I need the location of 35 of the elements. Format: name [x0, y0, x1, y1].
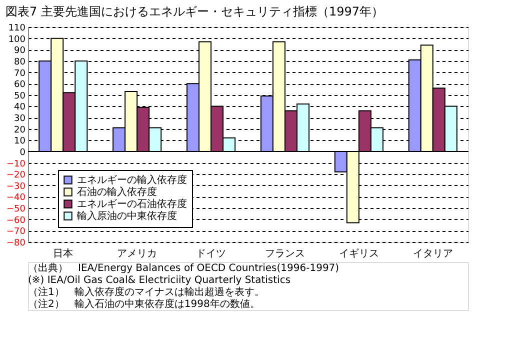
text: （出典） IEA/Energy Balances of OECD Countries(1996-1997): [28, 262, 340, 274]
x-tick-label: アメリカ: [117, 248, 158, 260]
y-tick-label: 70: [14, 68, 26, 79]
y-tick-label: −80: [6, 238, 26, 248]
y-tick-label: 20: [14, 125, 26, 136]
legend-label: 石油の輸入依存度: [77, 186, 157, 198]
y-tick-label: −20: [6, 170, 26, 181]
y-tick-label: 110: [8, 24, 26, 34]
text: （注1） 輸入依存度のマイナスは輸出超過を表す。: [28, 286, 264, 298]
y-tick-label: 40: [14, 102, 26, 113]
y-tick-label: 80: [14, 57, 26, 68]
x-tick-label: イギリス: [338, 248, 379, 260]
y-tick-label: 100: [8, 34, 26, 45]
y-tick-label: 10: [14, 136, 26, 147]
y-tick-label: −40: [6, 193, 26, 204]
y-tick-label: −10: [6, 159, 26, 170]
x-tick-label: 日本: [53, 248, 74, 260]
legend-label: 輸入原油の中東依存度: [77, 210, 177, 222]
y-tick-label: 60: [14, 80, 26, 90]
text: (※) IEA/Oil Gas Coal& Electriciity Quarterly Statistics: [28, 275, 291, 286]
y-tick-label: −70: [6, 227, 26, 238]
y-tick-label: 30: [14, 114, 26, 124]
x-tick-label: イタリア: [412, 248, 453, 260]
y-tick-label: −60: [6, 216, 26, 226]
y-tick-label: 0: [20, 148, 26, 158]
y-tick-label: −50: [6, 204, 26, 215]
x-tick-label: フランス: [264, 248, 305, 260]
y-tick-label: 50: [14, 91, 26, 102]
y-tick-label: 90: [14, 46, 26, 56]
legend-label: エネルギーの輸入依存度: [77, 174, 187, 186]
legend-label: エネルギーの石油依存度: [77, 198, 187, 210]
y-tick-label: −30: [6, 182, 26, 192]
x-tick-label: ドイツ: [196, 248, 226, 260]
chart-title: 図表7 主要先進国におけるエネルギー・セキュリティ指標（1997年）: [6, 4, 384, 18]
text: （注2） 輸入石油の中東依存度は1998年の数値。: [28, 298, 260, 310]
